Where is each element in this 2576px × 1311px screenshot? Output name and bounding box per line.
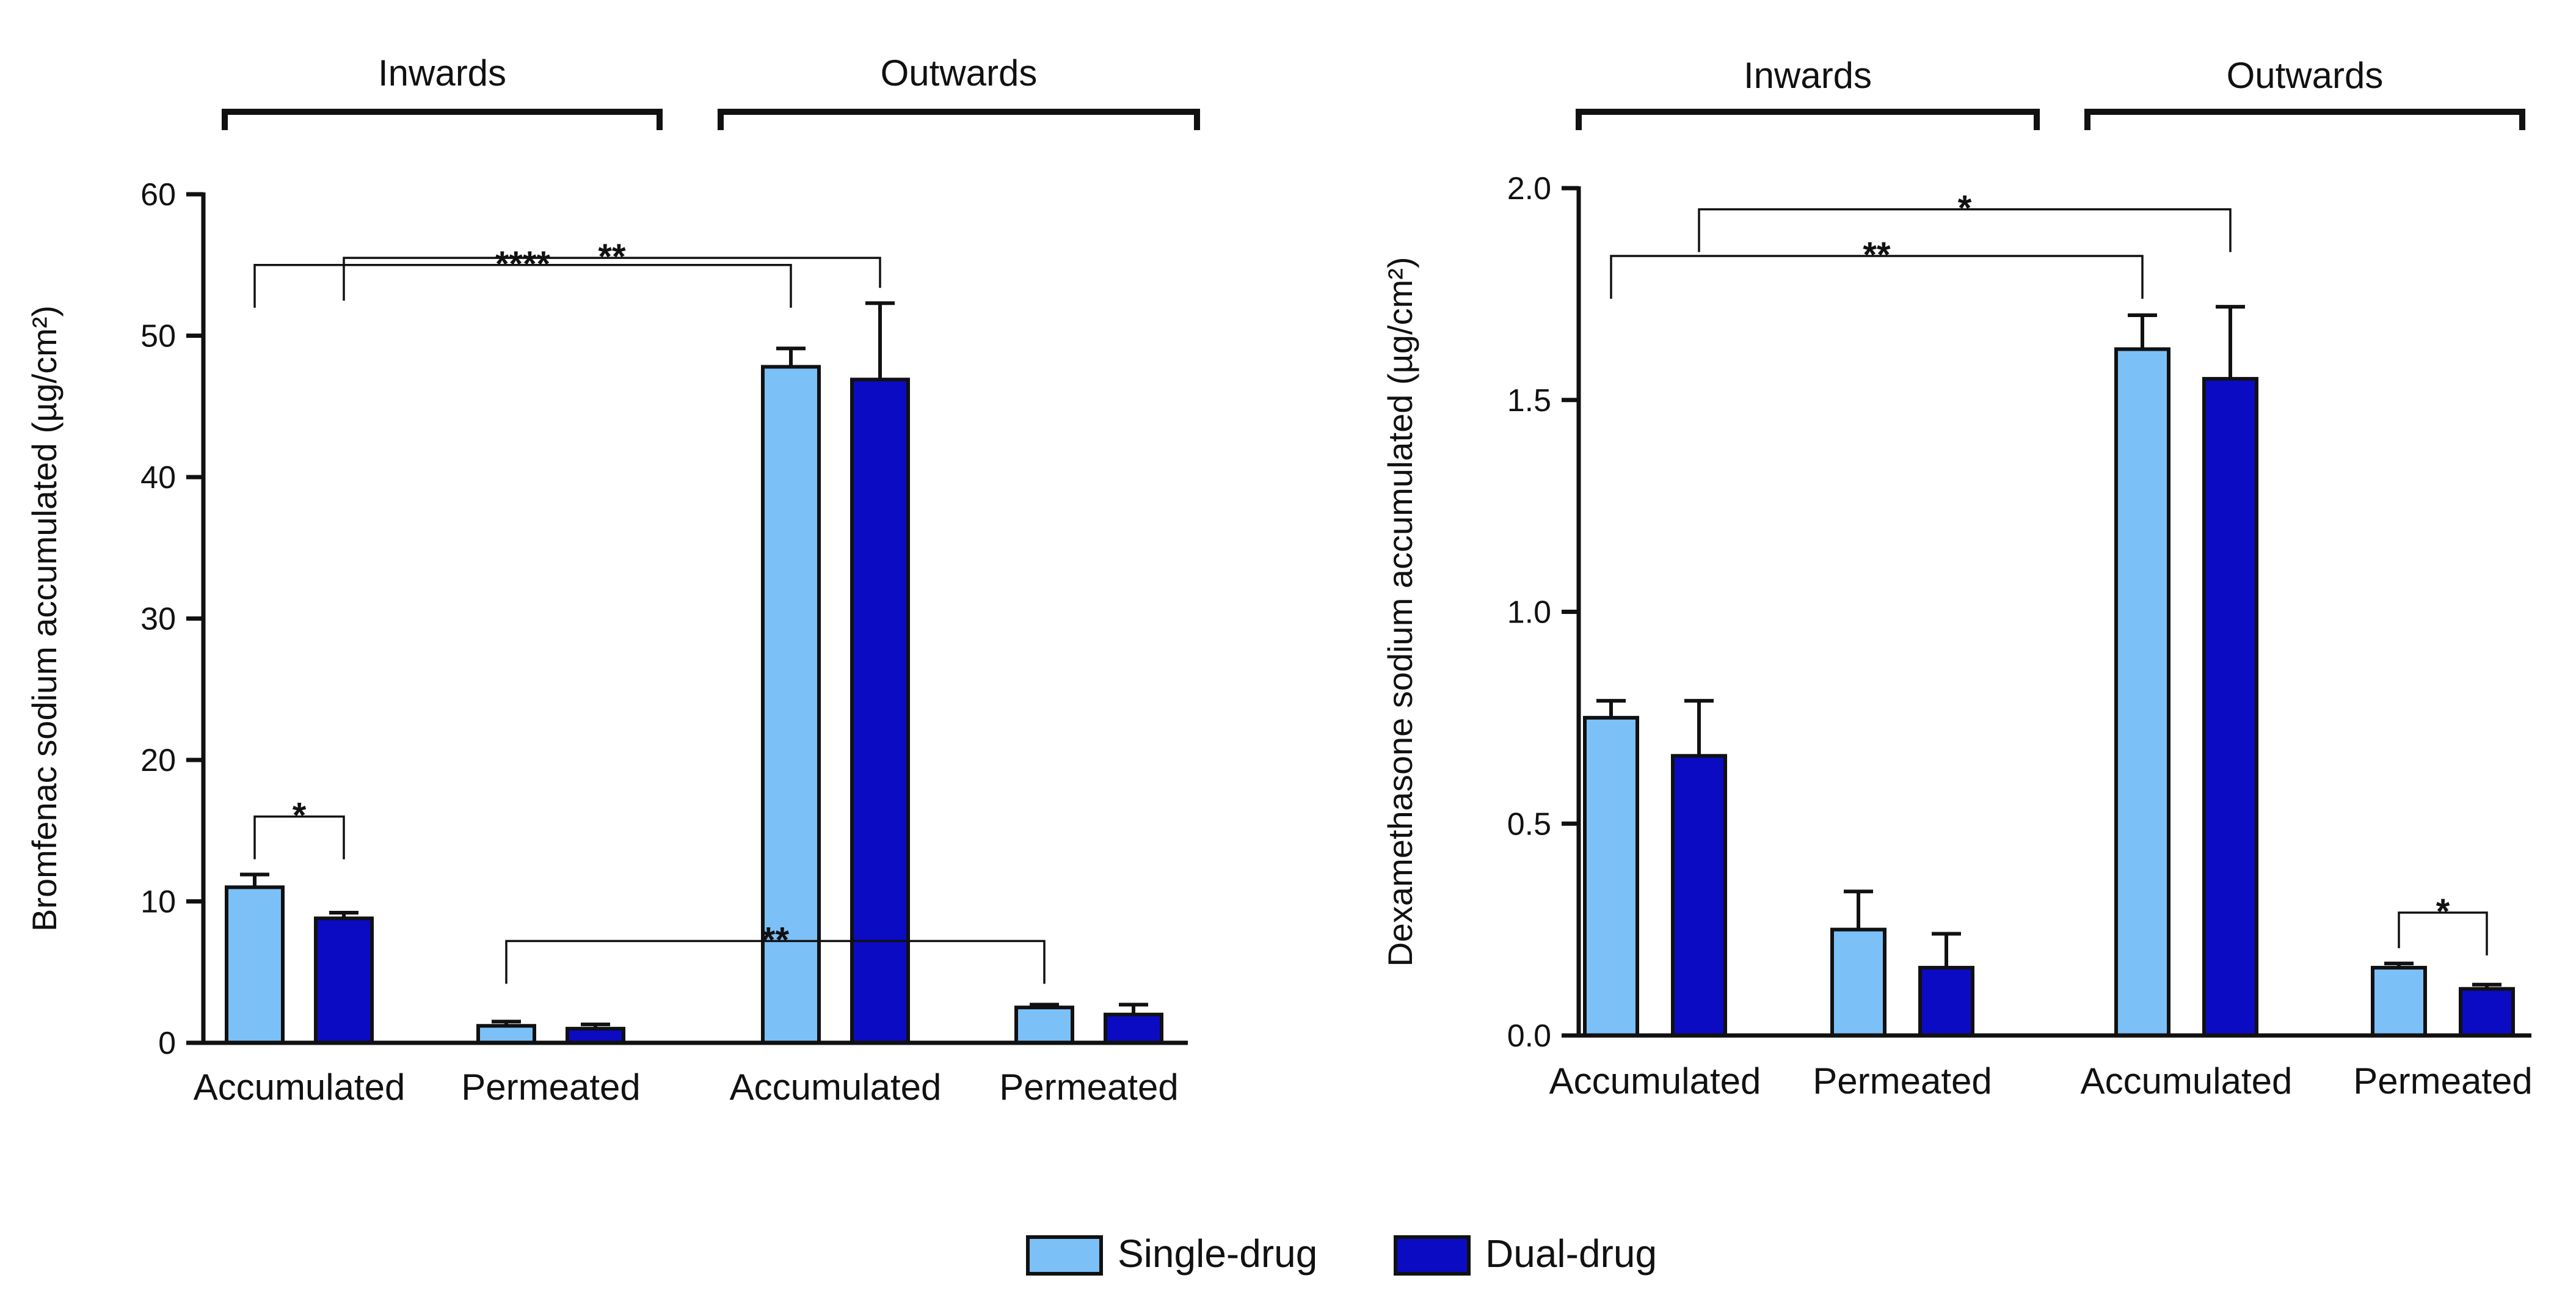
legend-swatch-dual-drug: [1394, 1235, 1471, 1276]
significance-label: *: [2436, 892, 2450, 932]
bar-dual-drug: [314, 916, 374, 1045]
significance-bracket: [1698, 208, 2232, 252]
significance-bracket: [505, 940, 1046, 984]
significance-bracket: [253, 815, 345, 860]
bar-dual-drug: [1671, 754, 1727, 1038]
group-bracket: [222, 109, 663, 130]
y-tick-label: 0: [158, 1026, 176, 1061]
category-label: Permeated: [461, 1067, 641, 1108]
significance-label: ****: [495, 244, 551, 284]
bar-dual-drug: [1104, 1012, 1163, 1045]
y-axis-title: Dexamethasone sodium accumulated (µg/cm²…: [1381, 257, 1419, 966]
bar-single-drug: [2371, 966, 2427, 1038]
y-tick-label: 60: [140, 177, 176, 213]
group-label: Outwards: [2227, 55, 2384, 96]
bar-dual-drug: [850, 378, 910, 1045]
group-label: Outwards: [881, 53, 1038, 93]
y-tick-label: 40: [140, 460, 176, 495]
bar-single-drug: [1014, 1006, 1074, 1045]
group-bracket: [1576, 109, 2040, 130]
y-tick-label: 30: [140, 602, 176, 637]
category-label: Permeated: [999, 1067, 1179, 1108]
y-tick-label: 20: [140, 743, 176, 778]
dexamethasone-chart: Dexamethasone sodium accumulated (µg/cm²…: [1381, 55, 2533, 1101]
significance-label: **: [1863, 235, 1891, 275]
legend-label-single-drug: Single-drug: [1118, 1232, 1317, 1276]
y-tick-label: 0.0: [1507, 1018, 1551, 1054]
significance-bracket: [343, 257, 881, 301]
category-label: Accumulated: [1549, 1061, 1761, 1101]
bar-dual-drug: [2459, 987, 2515, 1037]
bar-single-drug: [1583, 715, 1639, 1037]
significance-label: **: [762, 920, 790, 960]
bar-single-drug: [225, 885, 285, 1045]
group-label: Inwards: [1744, 55, 1872, 96]
y-tick-label: 1.5: [1507, 383, 1551, 418]
category-label: Accumulated: [2081, 1061, 2293, 1101]
y-tick-label: 0.5: [1507, 806, 1551, 842]
group-bracket: [2084, 109, 2525, 130]
significance-label: *: [1958, 189, 1972, 228]
y-tick-label: 2.0: [1507, 171, 1551, 206]
y-tick-label: 1.0: [1507, 595, 1551, 630]
bar-single-drug: [2114, 347, 2170, 1037]
y-tick-label: 10: [140, 885, 176, 920]
group-label: Inwards: [378, 53, 506, 93]
legend-label-dual-drug: Dual-drug: [1485, 1232, 1657, 1276]
significance-label: **: [598, 237, 626, 277]
significance-bracket: [253, 264, 792, 308]
category-label: Permeated: [2353, 1061, 2533, 1101]
category-label: Permeated: [1813, 1061, 1992, 1101]
group-bracket: [718, 109, 1200, 130]
bar-single-drug: [476, 1024, 536, 1045]
legend-swatch-single-drug: [1026, 1235, 1103, 1276]
significance-bracket: [2398, 911, 2488, 955]
significance-bracket: [1610, 255, 2144, 299]
legend: Single-drug Dual-drug: [1026, 1232, 1657, 1276]
category-label: Accumulated: [194, 1067, 406, 1108]
significance-label: *: [293, 796, 307, 836]
bar-dual-drug: [1918, 966, 1974, 1038]
bar-dual-drug: [2202, 377, 2258, 1038]
category-label: Accumulated: [730, 1067, 942, 1108]
bromfenac-chart: Bromfenac sodium accumulated (µg/cm²) 0 10…: [25, 53, 1200, 1108]
y-tick-label: 50: [140, 319, 176, 354]
y-axis-title: Bromfenac sodium accumulated (µg/cm²): [25, 305, 64, 932]
bar-single-drug: [1830, 927, 1887, 1037]
